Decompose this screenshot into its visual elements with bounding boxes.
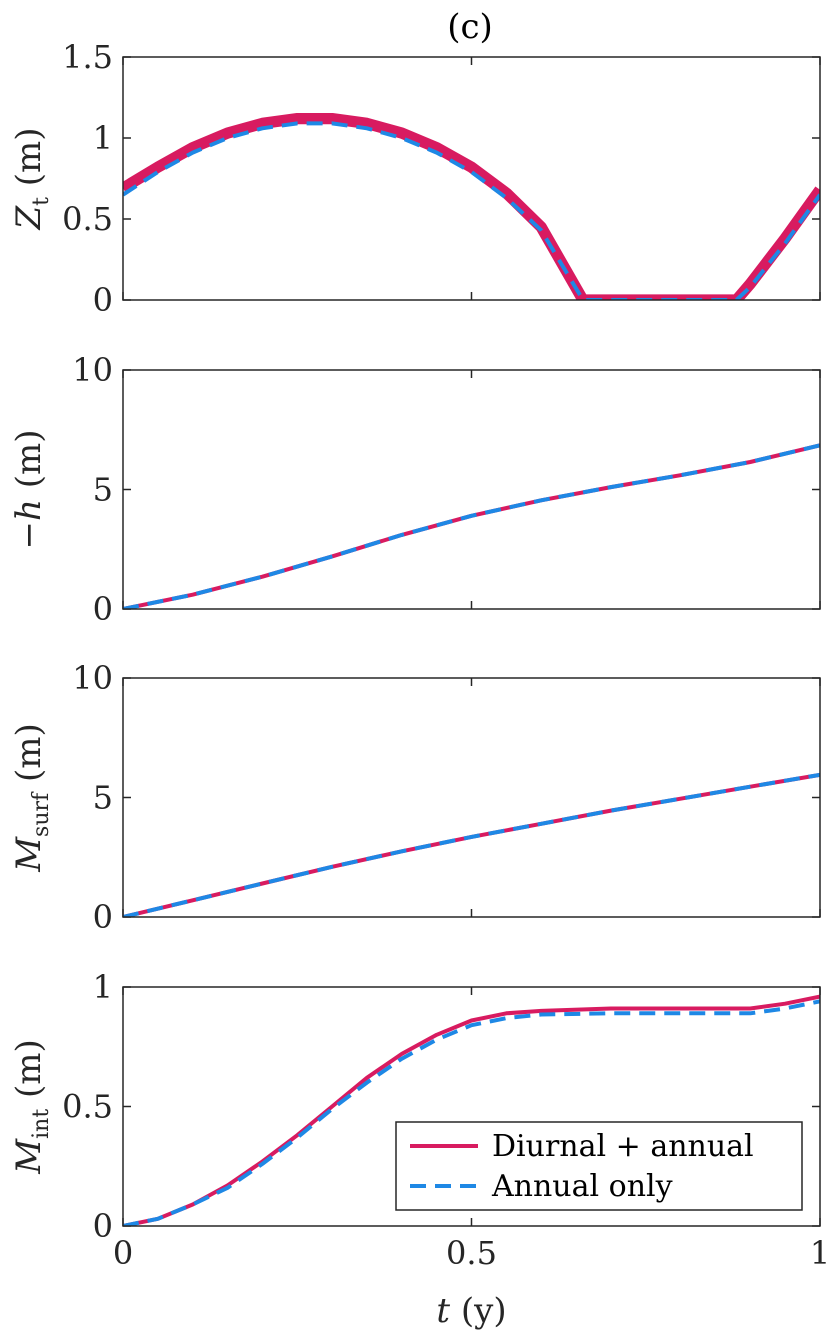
axes-frame xyxy=(122,369,821,610)
ylabel-sub: int xyxy=(29,1109,54,1139)
ytick-label: 0 xyxy=(93,898,113,936)
ytick-label: 1 xyxy=(93,119,113,157)
xlabel-unit: (y) xyxy=(450,1291,507,1331)
legend-label: Annual only xyxy=(491,1169,673,1204)
series-annual-only xyxy=(123,772,820,917)
ytick-label: 0 xyxy=(93,281,113,319)
legend-label: Diurnal + annual xyxy=(492,1129,754,1164)
ylabel-var: −h xyxy=(9,499,49,549)
ylabel-unit: (m) xyxy=(9,430,49,500)
axes-frame xyxy=(122,56,821,301)
series-diurnal-band xyxy=(123,112,820,300)
panels-group: 0 0.5 1 1.5 Zt (m) 0 5 10 −h (m) 0 5 10 Msurf (m) 0 0.… xyxy=(9,38,821,1245)
ytick-label: 10 xyxy=(72,659,113,697)
ylabel-mint: Mint (m) xyxy=(9,1039,54,1174)
ytick-label: 10 xyxy=(72,351,113,389)
panel-zt: 0 0.5 1 1.5 Zt (m) xyxy=(9,38,821,319)
ylabel-zt: Zt (m) xyxy=(9,127,54,230)
series-group xyxy=(123,112,820,300)
ylabel-sub: t xyxy=(29,197,54,206)
ytick-label: 5 xyxy=(93,471,113,509)
ylabel-unit: (m) xyxy=(9,723,49,793)
xlabel: t (y) xyxy=(436,1291,506,1331)
ylabel-sub: surf xyxy=(29,791,54,837)
ylabel-msurf: Msurf (m) xyxy=(9,723,54,873)
ytick-label: 1 xyxy=(93,968,113,1006)
axes-frame xyxy=(122,677,821,918)
legend: Diurnal + annual Annual only xyxy=(395,1121,803,1211)
series-group xyxy=(123,772,820,917)
x-axis: 0 0.5 1 t (y) xyxy=(113,1234,830,1331)
ylabel-unit: (m) xyxy=(9,1039,49,1109)
axes-frame xyxy=(122,986,821,1227)
panel-mint: 0 0.5 1 Mint (m) xyxy=(9,968,821,1245)
ylabel-unit: (m) xyxy=(9,127,49,197)
ytick-label: 0.5 xyxy=(62,1088,113,1126)
ytick-label: 1.5 xyxy=(62,38,113,76)
ytick-label: 5 xyxy=(93,779,113,817)
figure-title: (c) xyxy=(447,7,493,47)
series-group xyxy=(123,443,820,609)
panel-msurf: 0 5 10 Msurf (m) xyxy=(9,659,821,936)
ytick-label: 0 xyxy=(93,1207,113,1245)
series-group xyxy=(123,994,820,1226)
xtick-label: 1 xyxy=(810,1234,830,1272)
ytick-label: 0.5 xyxy=(62,200,113,238)
legend-box xyxy=(395,1121,803,1211)
series-diurnal-annual xyxy=(123,772,820,917)
ylabel-var: M xyxy=(9,836,49,873)
ylabel-var: Z xyxy=(9,205,49,231)
xlabel-var: t xyxy=(436,1291,450,1331)
ytick-label: 0 xyxy=(93,590,113,628)
xtick-label: 0.5 xyxy=(446,1234,497,1272)
ylabel-h: −h (m) xyxy=(9,430,49,550)
ylabel-var: M xyxy=(9,1138,49,1175)
series-annual-only xyxy=(123,999,820,1226)
series-annual-only xyxy=(123,121,820,300)
xtick-label: 0 xyxy=(113,1234,133,1272)
series-annual-only xyxy=(123,443,820,609)
panel-h: 0 5 10 −h (m) xyxy=(9,351,821,628)
